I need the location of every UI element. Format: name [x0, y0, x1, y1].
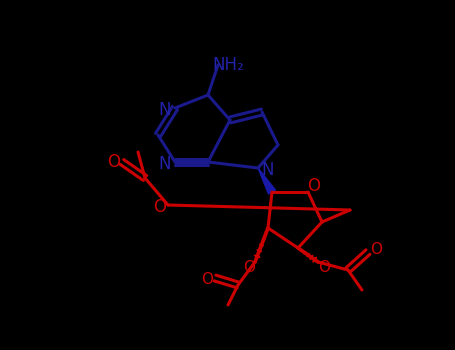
Text: O: O	[153, 198, 167, 216]
Text: O: O	[201, 273, 213, 287]
Text: N: N	[262, 161, 274, 179]
Text: O: O	[370, 243, 382, 258]
Text: O: O	[243, 260, 255, 275]
Text: N: N	[159, 101, 171, 119]
Text: O: O	[318, 260, 330, 275]
Polygon shape	[258, 168, 275, 194]
Text: O: O	[308, 177, 320, 195]
Text: NH₂: NH₂	[212, 56, 244, 74]
Text: N: N	[159, 155, 171, 173]
Text: O: O	[107, 153, 121, 171]
